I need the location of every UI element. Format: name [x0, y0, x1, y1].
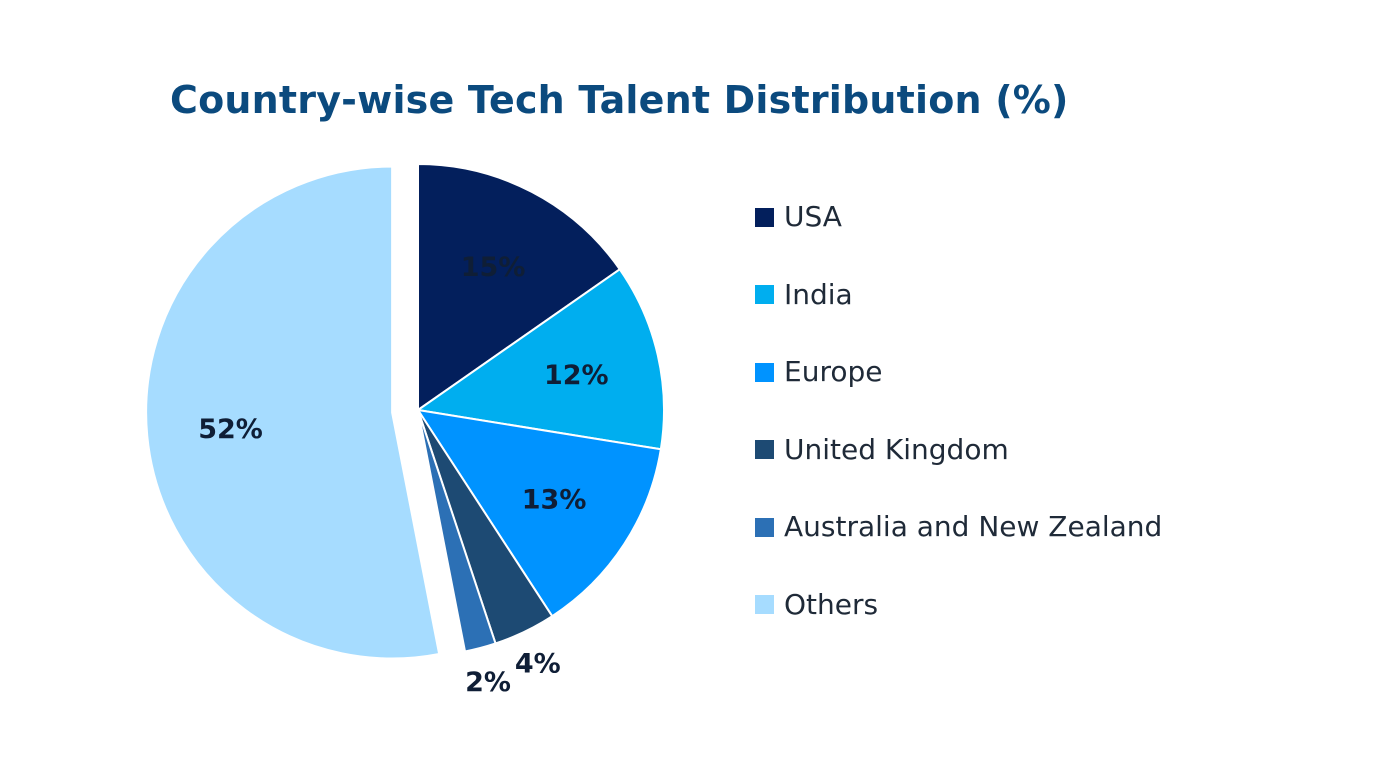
data-label-india: 12% — [544, 360, 609, 391]
legend-swatch — [755, 595, 774, 614]
data-label-united-kingdom: 4% — [515, 649, 561, 680]
legend-swatch — [755, 517, 774, 537]
data-label-australia-and-new-zealand: 2% — [465, 667, 511, 698]
data-label-usa: 15% — [461, 252, 526, 283]
legend-label: USA — [784, 200, 842, 233]
legend-item-united-kingdom: United Kingdom — [755, 428, 1009, 472]
legend-label: Others — [784, 587, 879, 621]
legend-swatch — [755, 285, 774, 304]
legend-item-australia-and-new-zealand: Australia and New Zealand — [755, 505, 1162, 549]
legend-item-india: India — [755, 273, 853, 317]
pie-slice-others — [145, 165, 441, 660]
legend-swatch — [755, 440, 774, 459]
pie-slice-india — [415, 267, 665, 451]
chart-title: Country-wise Tech Talent Distribution (%… — [170, 78, 1069, 122]
pie-slices — [145, 162, 665, 660]
pie-labels: 15% 12% 13% 4%2% 52% — [198, 252, 608, 698]
legend-item-europe: Europe — [755, 350, 882, 394]
data-label-europe: 13% — [522, 485, 587, 516]
legend-swatch — [755, 207, 774, 227]
data-label-others: 52% — [198, 414, 263, 445]
legend-label: Europe — [784, 355, 883, 388]
legend-label: India — [784, 277, 853, 311]
legend-label: Australia and New Zealand — [784, 510, 1163, 543]
pie-slice-europe — [415, 408, 662, 618]
pie-slice-australia-and-new-zealand — [417, 409, 497, 653]
legend-label: United Kingdom — [784, 432, 1009, 466]
pie-slice-usa — [417, 162, 622, 412]
legend-item-usa: USA — [755, 195, 842, 239]
legend-item-others: Others — [755, 583, 878, 627]
legend-swatch — [755, 362, 774, 382]
